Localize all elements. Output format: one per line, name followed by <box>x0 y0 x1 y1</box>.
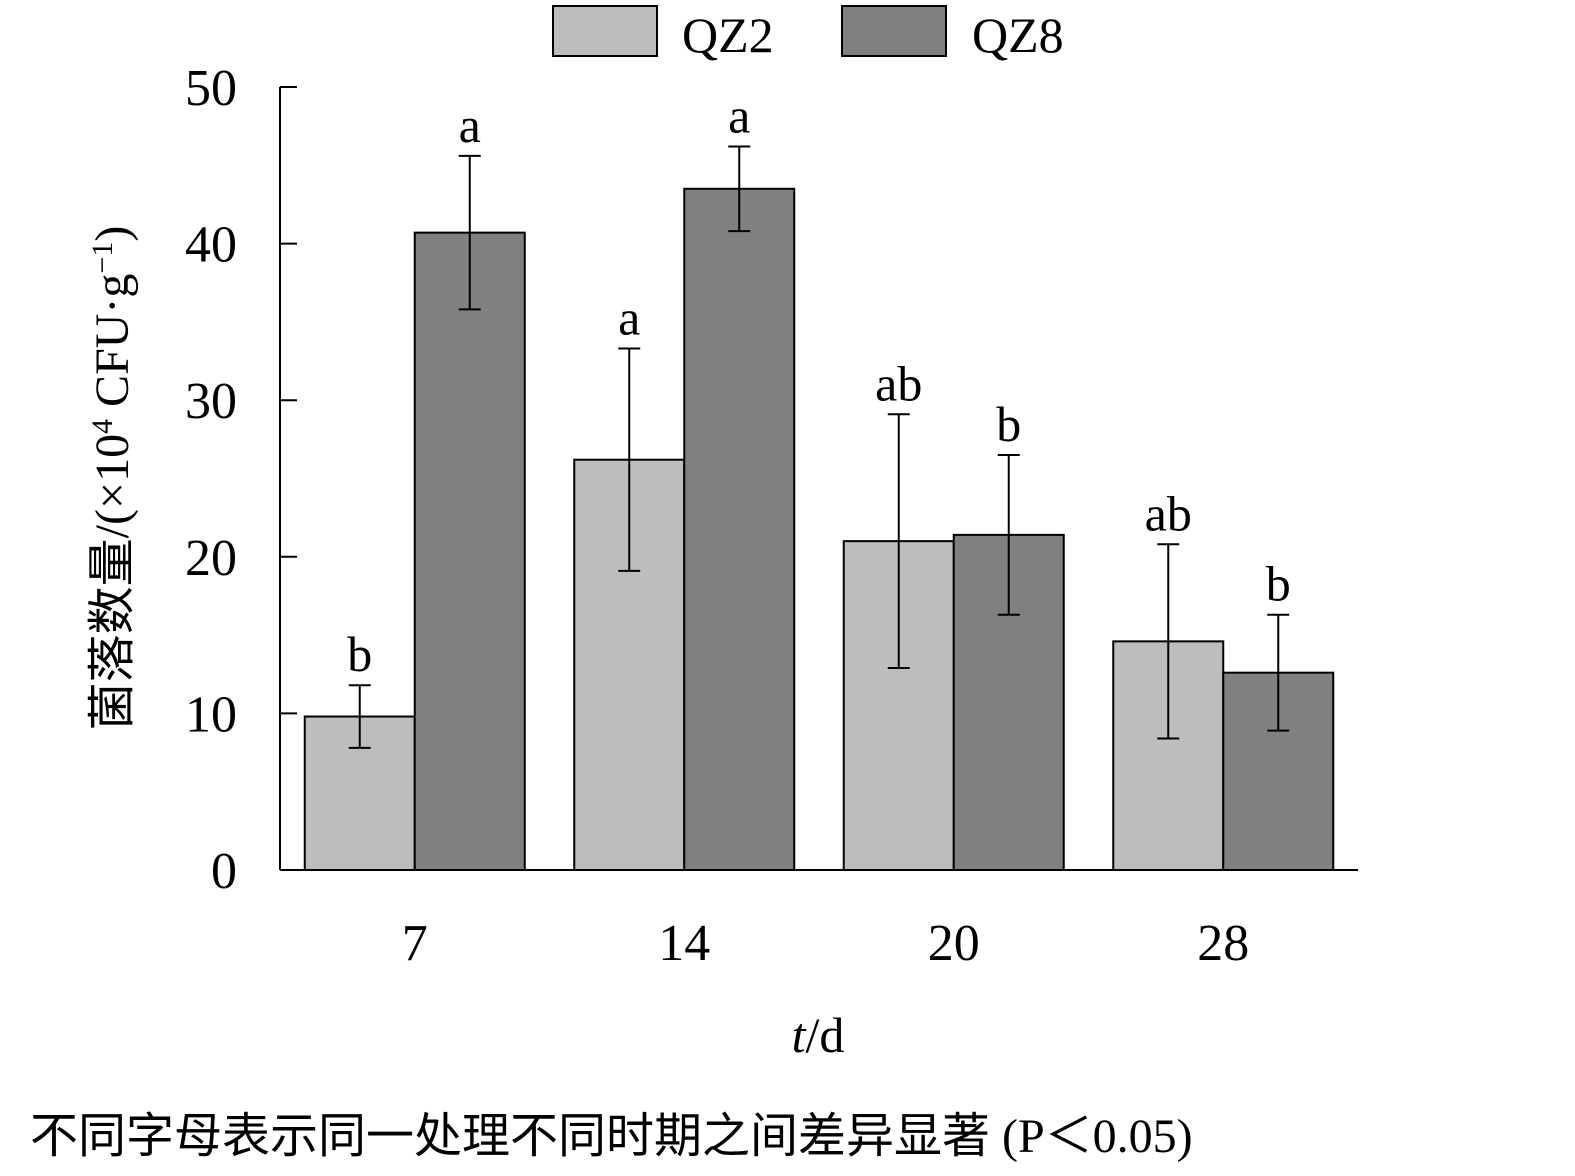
y-tick-label: 10 <box>185 686 237 743</box>
significance-letter: a <box>459 97 481 153</box>
y-axis-title: 菌落数量/(×104 CFU·g−1) <box>86 226 140 731</box>
x-tick-label: 20 <box>928 915 980 972</box>
significance-letter: ab <box>875 355 922 411</box>
significance-letter: b <box>347 626 372 682</box>
footnote: 不同字母表示同一处理不同时期之间差异显著 (P＜0.05) <box>30 1110 1193 1163</box>
legend-label-qz8: QZ8 <box>972 7 1064 63</box>
y-tick-label: 30 <box>185 373 237 430</box>
bar-qz8 <box>413 231 526 871</box>
bars: b a a a ab b ab b <box>303 88 1335 872</box>
y-tick-label: 40 <box>185 217 237 274</box>
x-axis-unit: /d <box>806 1007 845 1063</box>
bar-qz8 <box>683 187 796 872</box>
y-title-exp2: −1 <box>86 242 119 274</box>
y-tick-label: 20 <box>185 530 237 587</box>
y-title-unit: CFU·g <box>86 274 139 419</box>
legend: QZ2 QZ8 <box>552 5 1064 63</box>
x-tick-label: 14 <box>658 915 710 972</box>
x-axis-title: t/d <box>792 1007 845 1063</box>
significance-letter: b <box>1266 556 1291 612</box>
significance-letter: a <box>728 88 750 144</box>
y-tick-label: 0 <box>211 843 237 900</box>
x-tick-label: 7 <box>402 915 428 972</box>
y-axis: 0 10 20 30 40 50 <box>185 60 297 900</box>
significance-letter: b <box>996 396 1021 452</box>
x-axis: 7 14 20 28 <box>280 869 1358 972</box>
y-title-text: 菌落数量/(×10 <box>86 434 139 730</box>
y-title-exp: 4 <box>86 419 119 434</box>
significance-letter: a <box>618 290 640 346</box>
x-axis-variable: t <box>792 1007 807 1063</box>
legend-swatch-qz8 <box>841 5 947 57</box>
x-tick-label: 28 <box>1197 915 1249 972</box>
y-title-suffix: ) <box>86 226 139 242</box>
legend-swatch-qz2 <box>552 5 658 57</box>
legend-label-qz2: QZ2 <box>682 7 774 63</box>
y-tick-label: 50 <box>185 60 237 117</box>
significance-letter: ab <box>1145 485 1192 541</box>
